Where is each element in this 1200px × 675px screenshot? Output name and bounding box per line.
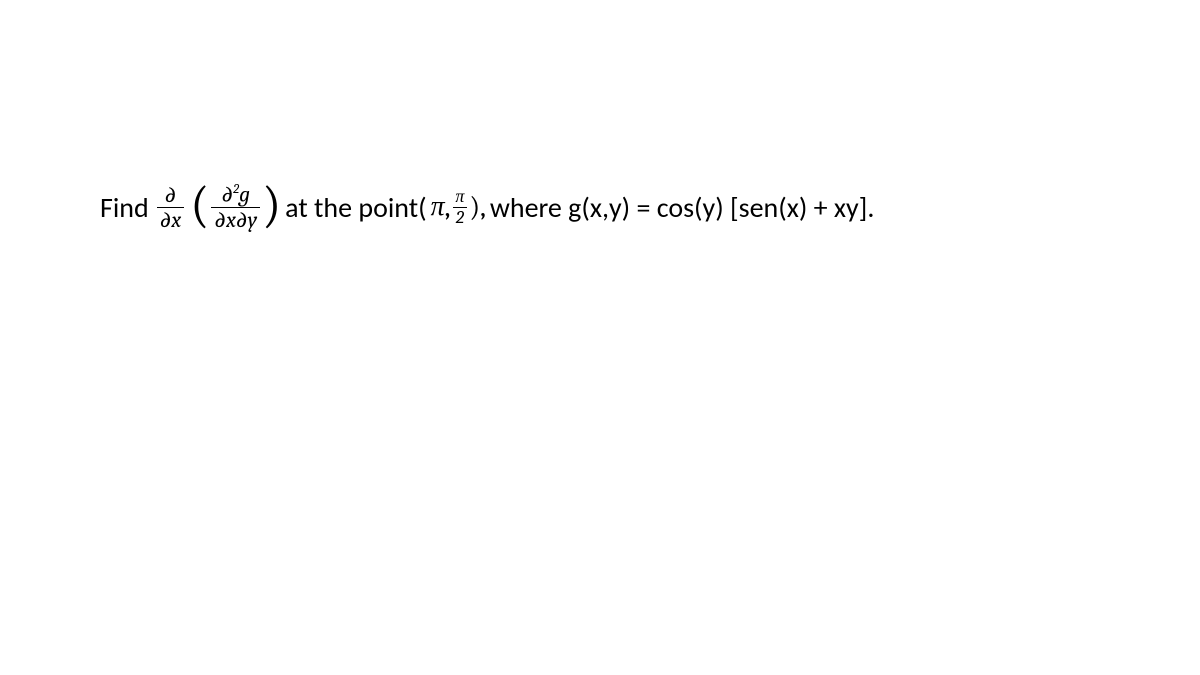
right-paren-icon: ) (262, 180, 281, 230)
inner-derivative: ∂2g ∂x∂y (209, 183, 262, 230)
outer-derivative-fraction: ∂ ∂x (157, 184, 185, 231)
inner-num-var: g (239, 182, 250, 208)
inner-derivative-fraction: ∂2g ∂x∂y (211, 183, 260, 230)
point-coordinates: π , π 2 ), (431, 188, 486, 227)
find-label: Find (100, 190, 149, 225)
left-paren-icon: ( (190, 180, 209, 230)
point-y-num: π (452, 188, 467, 207)
outer-deriv-numerator: ∂ (162, 184, 180, 207)
page: Find ∂ ∂x ( ∂2g ∂x∂y ) at the point( π ,… (0, 0, 1200, 675)
point-close: ), (469, 191, 485, 223)
problem-statement: Find ∂ ∂x ( ∂2g ∂x∂y ) at the point( π ,… (100, 182, 878, 232)
point-y-den: 2 (453, 207, 467, 227)
point-separator: , (445, 191, 451, 223)
where-clause: where g(x,y) = cos(y) [sen(x) + xy]. (490, 190, 875, 225)
point-y-fraction: π 2 (452, 188, 467, 227)
inner-numerator: ∂2g (218, 183, 253, 206)
inner-num-partial: ∂ (221, 182, 233, 208)
outer-derivative: ∂ ∂x (155, 184, 187, 231)
point-x: π (431, 191, 445, 223)
at-the-point-text: at the point( (285, 190, 426, 225)
outer-deriv-denominator: ∂x (157, 207, 185, 231)
inner-denominator: ∂x∂y (211, 207, 260, 231)
